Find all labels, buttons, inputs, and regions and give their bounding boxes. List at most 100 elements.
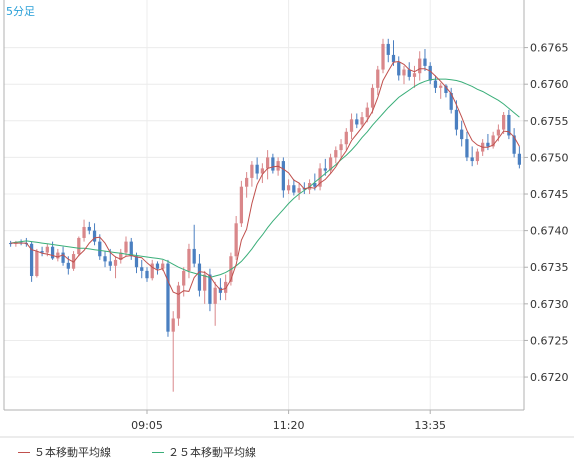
legend-label-ma5: ５本移動平均線 <box>34 446 111 459</box>
candle-body <box>496 129 501 136</box>
candle-body <box>386 43 390 55</box>
candle-body <box>507 114 511 136</box>
legend-label-ma25: ２５本移動平均線 <box>168 446 256 459</box>
candle-body <box>391 54 396 63</box>
legend: ５本移動平均線 ２５本移動平均線 <box>0 438 574 462</box>
candle-body <box>140 267 144 271</box>
candle-body <box>397 62 401 76</box>
candle-body <box>150 263 154 279</box>
candle-body <box>171 318 175 332</box>
candle-body <box>119 252 123 260</box>
candle-body <box>465 139 469 158</box>
candle-body <box>502 114 506 130</box>
candle-body <box>339 144 343 151</box>
candle-body <box>265 157 270 169</box>
candle-body <box>234 223 238 257</box>
candle-body <box>407 69 411 77</box>
candle-body <box>491 135 495 147</box>
candle-body <box>449 92 453 110</box>
y-tick-label: 0.6765 <box>530 42 569 55</box>
candle-body <box>260 168 265 174</box>
candle-body <box>187 248 191 271</box>
candle-body <box>239 186 244 224</box>
y-tick-label: 0.6740 <box>530 225 569 238</box>
candle-body <box>360 117 364 125</box>
candle-body <box>328 157 333 171</box>
candle-body <box>297 188 301 193</box>
x-tick-label: 13:35 <box>414 419 446 432</box>
legend-item-ma25: ２５本移動平均線 <box>152 444 256 460</box>
candle-body <box>98 241 102 257</box>
legend-item-ma5: ５本移動平均線 <box>18 444 111 460</box>
candle-body <box>166 263 170 332</box>
candle-body <box>470 157 474 162</box>
y-tick-label: 0.6720 <box>530 371 569 384</box>
candle-body <box>124 241 128 253</box>
candle-body <box>35 251 39 277</box>
candle-body <box>113 259 118 266</box>
candle-body <box>197 263 202 291</box>
candle-body <box>224 281 228 293</box>
candle-body <box>45 246 49 253</box>
candle-body <box>208 274 212 304</box>
candle-body <box>486 142 490 147</box>
candle-body <box>50 246 55 259</box>
candle-body <box>349 119 354 132</box>
candle-body <box>433 80 438 88</box>
candle-body <box>439 85 443 88</box>
y-tick-label: 0.6730 <box>530 298 569 311</box>
candle-body <box>460 129 464 140</box>
period-label: 5分足 <box>6 5 35 18</box>
candle-body <box>66 262 70 269</box>
y-tick-label: 0.6750 <box>530 151 569 164</box>
candle-body <box>182 270 186 286</box>
candle-body <box>250 164 254 178</box>
candle-body <box>355 119 359 125</box>
candle-body <box>161 263 165 269</box>
candle-body <box>454 109 459 130</box>
candle-body <box>323 168 327 171</box>
candle-body <box>103 256 107 262</box>
candle-body <box>77 237 81 255</box>
candle-body <box>155 263 160 269</box>
candle-body <box>255 164 259 174</box>
candle-body <box>344 131 348 145</box>
candle-body <box>313 183 317 187</box>
y-tick-label: 0.6745 <box>530 188 569 201</box>
candle-body <box>213 287 217 304</box>
candle-body <box>92 230 97 242</box>
candle-body <box>192 248 196 264</box>
ma25-line <box>10 78 520 279</box>
candle-body <box>40 251 44 253</box>
candle-body <box>444 85 448 93</box>
candle-body <box>517 153 522 165</box>
candle-body <box>29 243 34 277</box>
candle-body <box>292 185 296 193</box>
candle-body <box>381 43 385 70</box>
candle-body <box>281 161 285 191</box>
y-tick-label: 0.6760 <box>530 78 569 91</box>
candle-body <box>145 270 149 279</box>
candle-body <box>286 185 291 191</box>
legend-swatch-ma25 <box>152 451 164 453</box>
candle-body <box>87 226 91 231</box>
candle-body <box>134 256 139 268</box>
candle-body <box>402 69 406 76</box>
y-tick-label: 0.6755 <box>530 115 569 128</box>
candle-body <box>203 274 207 291</box>
candle-body <box>108 261 112 266</box>
candle-body <box>370 87 375 108</box>
candle-body <box>176 285 181 319</box>
y-tick-label: 0.6735 <box>530 261 569 274</box>
candle-body <box>271 157 275 171</box>
candle-body <box>428 65 432 81</box>
candle-body <box>56 252 60 259</box>
candle-body <box>423 58 427 66</box>
candle-body <box>475 151 480 162</box>
candle-body <box>61 252 65 263</box>
candle-body <box>365 107 369 118</box>
candle-body <box>412 73 417 77</box>
candle-body <box>376 69 380 88</box>
